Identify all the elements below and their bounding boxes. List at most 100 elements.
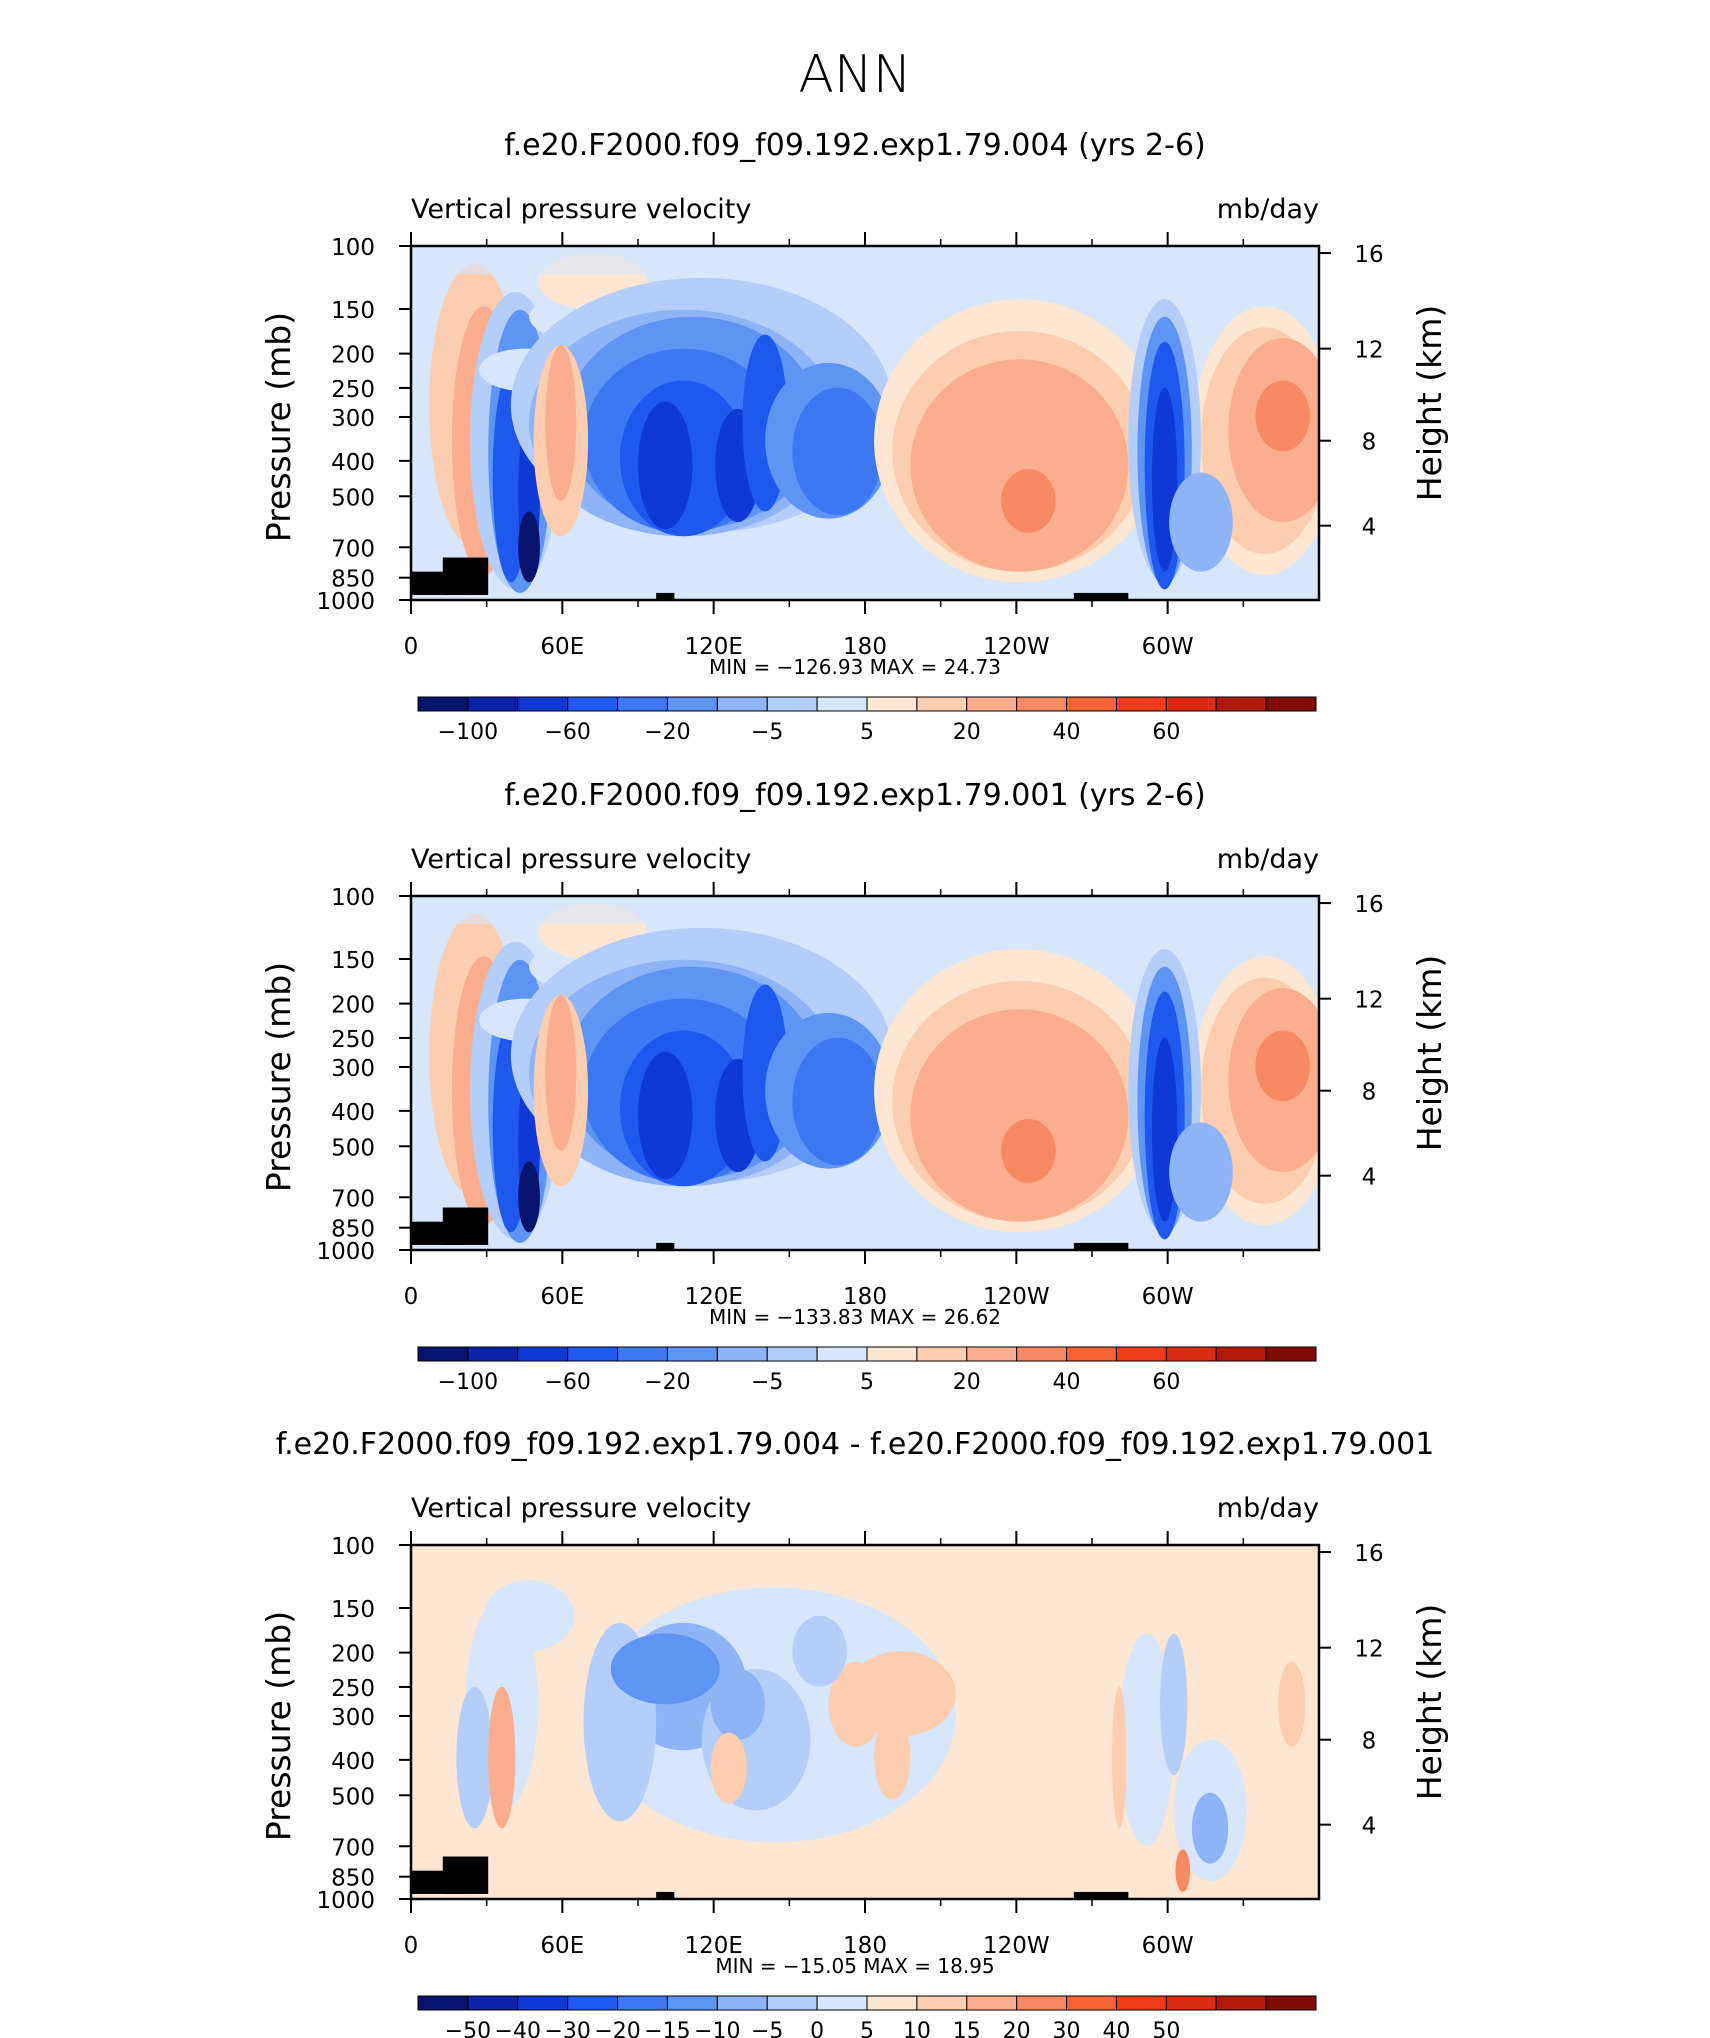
colorbar-label: −40 — [495, 2019, 541, 2038]
colorbar-label: 5 — [860, 720, 874, 745]
y-tick-label: 200 — [331, 1642, 375, 1668]
contour-region — [411, 896, 911, 925]
contour-region — [846, 1651, 956, 1737]
contour-region — [710, 1732, 747, 1804]
colorbar-swatch — [617, 1346, 668, 1362]
units-label: mb/day — [1217, 1493, 1319, 1524]
y-right-axis-label: Height (km) — [1410, 305, 1449, 502]
y-right-tick-label: 8 — [1362, 430, 1377, 456]
x-tick-label: 60E — [540, 1933, 584, 1959]
colorbar-swatch — [567, 1995, 619, 2011]
y-axis-label: Pressure (mb) — [259, 312, 298, 542]
colorbar-swatch — [1265, 1995, 1317, 2011]
y-tick-label: 250 — [331, 1676, 375, 1702]
y-tick-label: 850 — [331, 1866, 375, 1892]
colorbar-label: −5 — [751, 720, 783, 745]
colorbar-swatch — [567, 696, 619, 712]
topography-mask — [442, 1207, 489, 1245]
y-right-tick-label: 16 — [1354, 242, 1383, 268]
colorbar-label: −100 — [438, 1370, 498, 1395]
colorbar-swatch — [916, 1995, 968, 2011]
colorbar-swatch — [467, 696, 519, 712]
y-tick-label: 1000 — [316, 1888, 375, 1914]
colorbar-swatch — [1016, 1995, 1068, 2011]
contour-region — [411, 246, 911, 275]
colorbar-swatch — [1066, 696, 1117, 712]
colorbar-swatch — [816, 1995, 868, 2011]
y-right-tick-label: 4 — [1362, 515, 1377, 541]
colorbar-swatch — [1215, 1346, 1267, 1362]
y-right-axis-label: Height (km) — [1410, 955, 1449, 1152]
variable-label: Vertical pressure velocity — [411, 844, 751, 875]
x-tick-label: 120W — [983, 634, 1050, 660]
contour-region — [1191, 1792, 1229, 1864]
colorbar-label: 20 — [953, 1370, 981, 1395]
contour-region — [545, 345, 577, 501]
colorbar-swatch — [1115, 1346, 1167, 1362]
contour-region — [518, 511, 540, 583]
x-tick-label: 0 — [404, 1284, 419, 1310]
y-right-tick-label: 12 — [1354, 988, 1383, 1014]
panel-1: f.e20.F2000.f09_f09.192.exp1.79.004 (yrs… — [259, 128, 1449, 745]
colorbar-label: −60 — [544, 720, 590, 745]
colorbar-swatch — [716, 1346, 768, 1362]
units-label: mb/day — [1217, 194, 1319, 225]
colorbar-swatch — [617, 1995, 668, 2011]
contour-region — [1111, 1686, 1127, 1829]
contour-region — [910, 1009, 1129, 1222]
colorbar-swatch — [716, 696, 768, 712]
panel-2: f.e20.F2000.f09_f09.192.exp1.79.001 (yrs… — [259, 778, 1449, 1395]
topography-mask — [656, 1891, 675, 1899]
colorbar-swatch — [417, 696, 469, 712]
colorbar-swatch — [666, 1995, 718, 2011]
topography-mask — [656, 1242, 675, 1250]
panel-title: f.e20.F2000.f09_f09.192.exp1.79.004 - f.… — [276, 1427, 1435, 1462]
contour-region — [1255, 380, 1310, 452]
colorbar-label: 30 — [1053, 2019, 1081, 2038]
y-tick-label: 1000 — [316, 589, 375, 615]
y-tick-label: 850 — [331, 567, 375, 593]
y-tick-label: 400 — [331, 1100, 375, 1126]
y-axis-label: Pressure (mb) — [259, 962, 298, 1192]
topography-mask — [442, 557, 489, 595]
x-tick-label: 120W — [983, 1284, 1050, 1310]
colorbar-swatch — [766, 1346, 818, 1362]
x-tick-label: 60W — [1142, 1284, 1194, 1310]
contour-field — [411, 246, 1319, 600]
y-tick-label: 300 — [331, 406, 375, 432]
contour-region — [483, 1580, 575, 1652]
contour-region — [710, 1668, 766, 1740]
contour-region — [1169, 1122, 1233, 1222]
colorbar-swatch — [517, 1995, 569, 2011]
y-right-tick-label: 8 — [1362, 1729, 1377, 1755]
contour-region — [1169, 472, 1233, 572]
topography-mask — [1073, 1891, 1129, 1899]
y-right-axis-label: Height (km) — [1410, 1604, 1449, 1801]
colorbar-swatch — [866, 696, 918, 712]
colorbar-swatch — [1115, 1995, 1167, 2011]
colorbar-swatch — [1016, 696, 1068, 712]
contour-region — [545, 995, 577, 1151]
colorbar-label: 20 — [1003, 2019, 1031, 2038]
min-max-stats: MIN = −133.83 MAX = 26.62 — [709, 1305, 1001, 1329]
topography-mask — [1073, 1242, 1129, 1250]
colorbar-label: −10 — [694, 2019, 740, 2038]
contour-region — [1001, 1119, 1056, 1183]
x-tick-label: 180 — [843, 634, 887, 660]
colorbar-swatch — [966, 1995, 1018, 2011]
colorbar-swatch — [816, 1346, 868, 1362]
contour-region — [792, 1037, 884, 1166]
colorbar-label: −60 — [544, 1370, 590, 1395]
colorbar-swatch — [766, 1995, 818, 2011]
y-tick-label: 700 — [331, 1835, 375, 1861]
contour-region — [638, 401, 693, 530]
x-tick-label: 0 — [404, 1933, 419, 1959]
y-tick-label: 300 — [331, 1056, 375, 1082]
colorbar-swatch — [1265, 696, 1317, 712]
variable-label: Vertical pressure velocity — [411, 194, 751, 225]
page-title: ANN — [798, 45, 911, 105]
y-tick-label: 200 — [331, 343, 375, 369]
colorbar-swatch — [966, 1346, 1018, 1362]
colorbar-label: 60 — [1152, 720, 1180, 745]
